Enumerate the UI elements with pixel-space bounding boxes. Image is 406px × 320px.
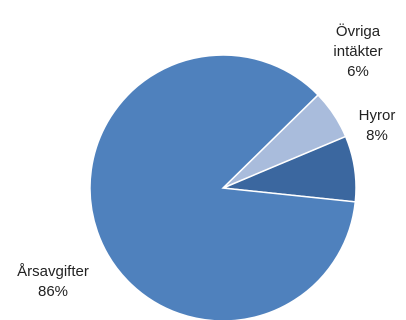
label-ovriga-line1: Övriga [335,23,381,40]
label-hyror: Hyror 8% [352,106,402,146]
label-arsavgifter: Årsavgifter 86% [6,262,100,302]
label-arsavgifter-value: 86% [37,283,69,300]
label-ovriga-line2: intäkter [333,43,383,60]
label-hyror-value: 8% [366,127,388,144]
label-arsavgifter-name: Årsavgifter [17,263,89,280]
pie-slice-årsavgifter [89,54,357,320]
label-hyror-name: Hyror [358,107,396,124]
label-ovriga-intakter: Övriga intäkter 6% [318,22,398,82]
label-ovriga-value: 6% [347,63,369,80]
